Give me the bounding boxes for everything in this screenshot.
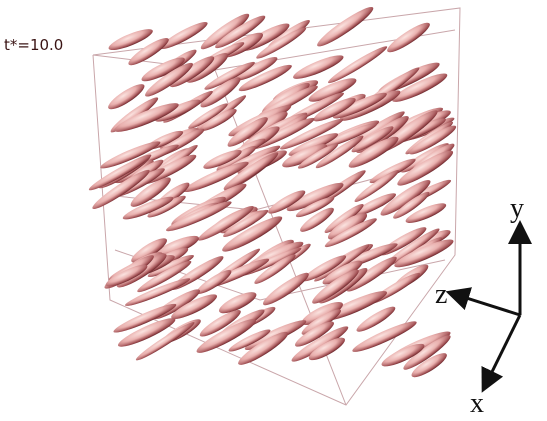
ellipsoids	[87, 3, 459, 381]
scene: t*=10.0 y z x	[0, 0, 547, 421]
ellipsoid	[314, 3, 377, 51]
ellipsoid	[384, 19, 433, 57]
axis-label-x: x	[470, 388, 484, 419]
axis-label-z: z	[435, 279, 447, 310]
time-label: t*=10.0	[4, 36, 63, 54]
axis-triad: y z x	[435, 193, 524, 419]
axis-label-y: y	[510, 193, 524, 224]
